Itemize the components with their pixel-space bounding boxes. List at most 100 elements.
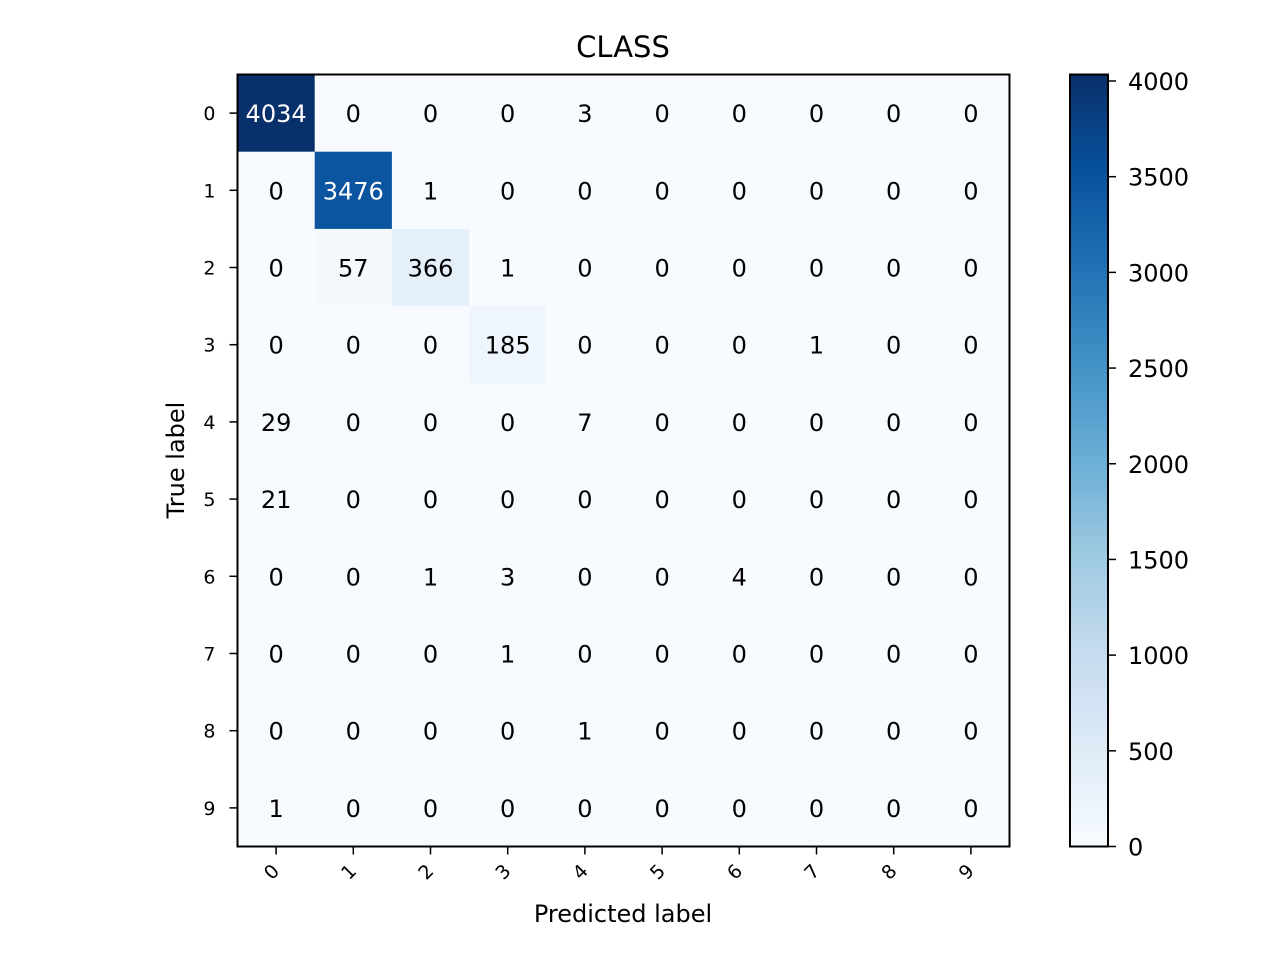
heatmap-cell-r3-c9 (932, 306, 1010, 384)
heatmap-cell-r5-c2 (391, 460, 470, 539)
colorbar (1069, 73, 1109, 848)
heatmap-cell-r4-c8 (855, 383, 933, 461)
y-tick-label: 0 (203, 103, 215, 125)
cell-value-label: 1 (809, 332, 824, 360)
heatmap-cell-r1-c5 (623, 151, 702, 230)
heatmap-cell-r0-c1 (314, 74, 393, 153)
cell-value-label: 0 (654, 177, 669, 205)
cell-value-label: 0 (886, 100, 901, 128)
heatmap-cell-r5-c4 (546, 460, 624, 539)
y-tick-label: 8 (203, 721, 215, 743)
cell-value-label: 0 (500, 486, 515, 514)
heatmap-cell-r5-c9 (932, 460, 1010, 539)
cell-value-label: 0 (809, 563, 824, 591)
cell-value-label: 0 (886, 409, 901, 437)
cell-value-label: 0 (809, 641, 824, 669)
cell-value-label: 0 (346, 332, 361, 360)
cell-value-label: 0 (423, 641, 438, 669)
x-tick-label: 9 (955, 860, 979, 884)
cell-value-label: 0 (268, 563, 283, 591)
heatmap-cell-r9-c5 (623, 769, 702, 847)
heatmap-cell-r9-c4 (546, 769, 624, 847)
cell-value-label: 1 (500, 641, 515, 669)
x-tick-label: 1 (337, 860, 361, 884)
heatmap-cell-r8-c1 (314, 692, 393, 770)
colorbar-tick-label: 1000 (1128, 642, 1189, 670)
cell-value-label: 0 (732, 486, 747, 514)
x-axis-label: Predicted label (534, 900, 712, 928)
x-axis-ticks: 0 1 2 3 4 5 6 7 8 9 (260, 846, 979, 884)
cell-value-label: 0 (886, 486, 901, 514)
x-tick-label: 3 (491, 860, 515, 884)
cell-value-label: 185 (485, 332, 531, 360)
colorbar-tick-label: 0 (1128, 834, 1143, 862)
heatmap-cell-r1-c3 (469, 151, 547, 230)
heatmap-cell-r6-c7 (777, 537, 856, 616)
cell-value-label: 366 (408, 255, 454, 283)
cell-value-label: 0 (577, 255, 592, 283)
cell-value-label: 0 (500, 795, 515, 823)
heatmap-cell-r9-c0 (237, 769, 316, 847)
heatmap-cell-r2-c6 (700, 228, 779, 307)
heatmap-cell-r5-c1 (314, 460, 393, 539)
cell-value-label: 1 (423, 177, 438, 205)
cell-value-label: 0 (346, 718, 361, 746)
heatmap-cell-r3-c0 (237, 306, 316, 384)
heatmap-cell-r8-c6 (700, 692, 779, 770)
heatmap-cell-r4-c7 (777, 383, 856, 461)
heatmap-cell-r5-c8 (855, 460, 933, 539)
cell-value-label: 0 (423, 409, 438, 437)
heatmap-cell-r6-c8 (855, 537, 933, 616)
cell-value-label: 0 (268, 255, 283, 283)
cell-value-label: 3 (577, 100, 592, 128)
heatmap-cell-r8-c7 (777, 692, 856, 770)
cell-value-label: 0 (346, 100, 361, 128)
heatmap-cell-r4-c1 (314, 383, 393, 461)
cell-value-label: 0 (268, 332, 283, 360)
y-tick-label: 9 (203, 798, 215, 820)
plot-frame (236, 73, 1011, 848)
chart-title: CLASS (576, 30, 670, 64)
cell-value-label: 0 (886, 563, 901, 591)
cell-value-label: 0 (732, 332, 747, 360)
heatmap-cell-r3-c6 (700, 306, 779, 384)
cell-value-label: 0 (963, 641, 978, 669)
heatmap-cell-r0-c7 (777, 74, 856, 153)
heatmap-cell-r0-c3 (469, 74, 547, 153)
colorbar-tick-label: 500 (1128, 738, 1174, 766)
heatmap-cell-r4-c6 (700, 383, 779, 461)
heatmap-cell-r3-c1 (314, 306, 393, 384)
x-tick-label: 4 (569, 860, 593, 884)
cell-value-label: 0 (654, 255, 669, 283)
cell-value-label: 1 (268, 795, 283, 823)
cell-value-label: 0 (654, 641, 669, 669)
heatmap-cell-r5-c6 (700, 460, 779, 539)
heatmap-cell-r9-c3 (469, 769, 547, 847)
x-tick-label: 6 (723, 860, 747, 884)
cell-value-label: 0 (654, 563, 669, 591)
heatmap-cell-r0-c6 (700, 74, 779, 153)
heatmap-cell-r9-c8 (855, 769, 933, 847)
cell-value-label: 0 (346, 563, 361, 591)
cell-value-label: 0 (268, 718, 283, 746)
colorbar-tick-label: 1500 (1128, 546, 1189, 574)
heatmap-cell-r8-c0 (237, 692, 316, 770)
cell-value-label: 0 (423, 486, 438, 514)
cell-value-label: 0 (654, 718, 669, 746)
cell-value-label: 3476 (323, 177, 384, 205)
cell-value-label: 0 (577, 563, 592, 591)
cell-value-label: 0 (963, 177, 978, 205)
cell-value-label: 0 (346, 795, 361, 823)
heatmap-cell-r4-c2 (391, 383, 470, 461)
heatmap-cell-r6-c3 (469, 537, 547, 616)
cell-value-label: 57 (338, 255, 369, 283)
cell-value-label: 0 (963, 795, 978, 823)
cell-value-label: 0 (963, 563, 978, 591)
cell-value-label: 0 (346, 409, 361, 437)
heatmap-cell-r8-c8 (855, 692, 933, 770)
cell-value-label: 0 (268, 641, 283, 669)
y-tick-label: 4 (203, 412, 215, 434)
cell-value-label: 1 (500, 255, 515, 283)
heatmap-cell-r3-c7 (777, 306, 856, 384)
heatmap-cell-r9-c1 (314, 769, 393, 847)
